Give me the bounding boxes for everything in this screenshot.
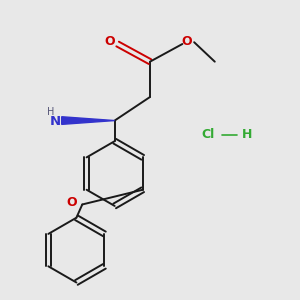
Text: H: H [47, 107, 54, 117]
Text: O: O [67, 196, 77, 209]
Text: H: H [242, 128, 252, 141]
Text: Cl: Cl [202, 128, 215, 141]
Polygon shape [62, 117, 115, 124]
Text: N: N [50, 115, 61, 128]
Text: O: O [104, 34, 115, 48]
Text: O: O [182, 34, 192, 48]
